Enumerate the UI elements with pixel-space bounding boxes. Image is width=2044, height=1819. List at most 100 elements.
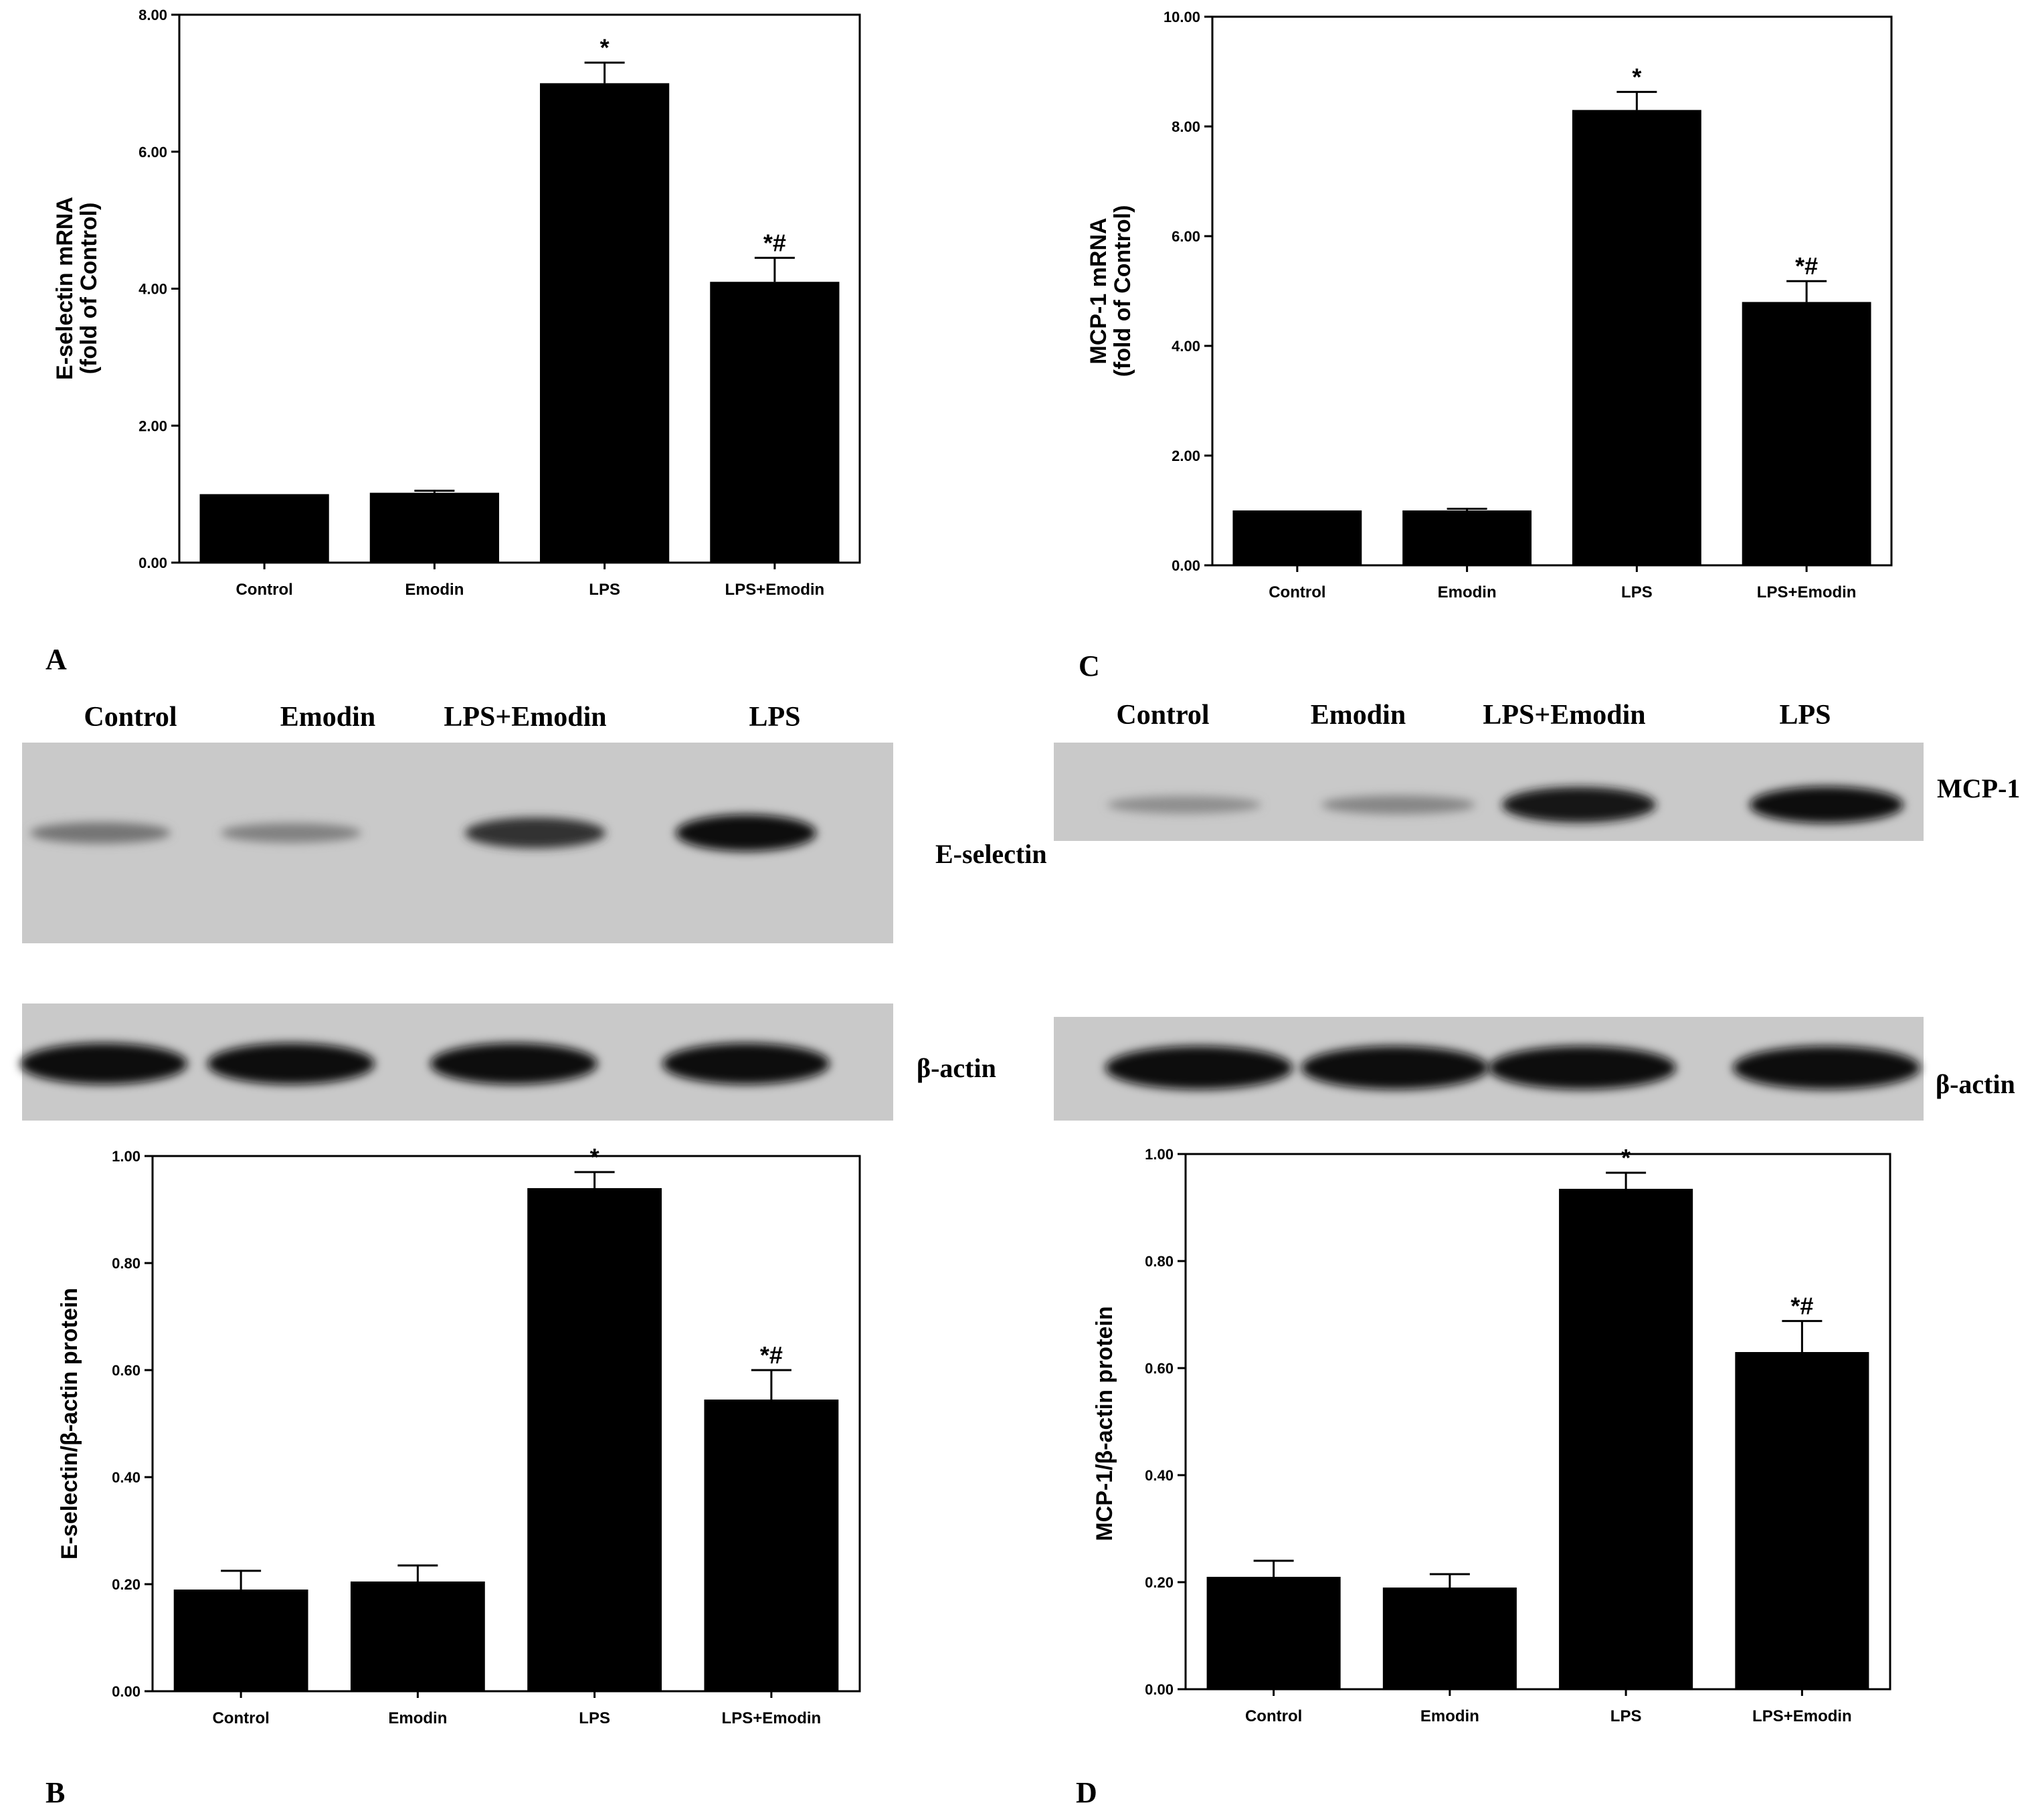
y-tick-label: 0.00 bbox=[1145, 1681, 1174, 1698]
y-tick-label: 4.00 bbox=[1172, 338, 1200, 355]
y-axis-label: E-selectin mRNA(fold of Control) bbox=[52, 197, 102, 380]
category-label: Control bbox=[236, 581, 292, 599]
bar bbox=[1559, 1189, 1693, 1689]
bar-chart-e-selectin-mrna: 0.00 2.00 4.00 6.00 8.00 Control Emodin * LPS *# L… bbox=[52, 7, 861, 599]
lane-label: Emodin bbox=[1311, 700, 1406, 731]
y-tick-label: 0.80 bbox=[1145, 1253, 1174, 1270]
protein-label-beta-actin: β-actin bbox=[917, 1053, 996, 1083]
category-label: LPS+Emodin bbox=[1752, 1707, 1852, 1725]
bar bbox=[1206, 1577, 1341, 1689]
blot-mcp-1: Control Emodin LPS+Emodin LPS MCP-1 β-ac… bbox=[1054, 700, 2020, 1121]
panel-label-a: A bbox=[45, 643, 67, 676]
bar bbox=[199, 494, 329, 563]
y-axis-label-line: (fold of Control) bbox=[76, 203, 102, 375]
y-tick-label: 4.00 bbox=[138, 281, 167, 298]
lane-label: LPS bbox=[749, 702, 800, 733]
significance-label: * bbox=[1632, 63, 1641, 90]
blot-e-selectin: Control Emodin LPS+Emodin LPS E-selectin… bbox=[20, 702, 1047, 1121]
protein-band bbox=[465, 817, 606, 849]
y-tick-label: 0.40 bbox=[112, 1469, 141, 1486]
bar-chart-e-selectin-protein: 0.00 0.20 0.40 0.60 0.80 1.00 Control Emodin * LP… bbox=[57, 1143, 861, 1727]
protein-band bbox=[1750, 786, 1903, 824]
protein-band bbox=[1321, 795, 1475, 815]
category-label: LPS+Emodin bbox=[1757, 583, 1857, 601]
bar bbox=[1232, 510, 1362, 565]
panel-label-d: D bbox=[1076, 1776, 1097, 1809]
band-row-target bbox=[1107, 786, 1903, 824]
y-axis-label-line: E-selectin/β-actin protein bbox=[57, 1288, 82, 1559]
lane-label: Control bbox=[84, 702, 177, 733]
significance-label: * bbox=[600, 34, 610, 62]
plot-frame bbox=[151, 1155, 861, 1693]
category-label: Emodin bbox=[1438, 583, 1497, 601]
y-tick-label: 0.60 bbox=[1145, 1360, 1174, 1377]
bar bbox=[540, 83, 670, 563]
y-tick-label: 0.20 bbox=[112, 1576, 141, 1593]
bar bbox=[1735, 1352, 1869, 1689]
significance-label: *# bbox=[763, 229, 786, 256]
y-tick-label: 1.00 bbox=[112, 1148, 141, 1165]
y-tick-label: 8.00 bbox=[1172, 118, 1200, 135]
y-tick-label: 0.00 bbox=[1172, 557, 1200, 574]
panel-label-c: C bbox=[1079, 650, 1100, 682]
y-axis-label-line: E-selectin mRNA bbox=[52, 197, 78, 380]
protein-band bbox=[20, 1043, 187, 1084]
y-axis-label: MCP-1 mRNA(fold of Control) bbox=[1086, 205, 1135, 377]
bar-chart-mcp-1-mrna: 0.00 2.00 4.00 6.00 8.00 10.00 Control Emodin * L… bbox=[1086, 9, 1893, 601]
y-tick-label: 6.00 bbox=[138, 144, 167, 161]
category-label: Emodin bbox=[405, 581, 464, 599]
y-tick-label: 6.00 bbox=[1172, 228, 1200, 245]
plot-frame bbox=[1184, 1153, 1891, 1691]
protein-band bbox=[30, 822, 171, 844]
protein-band bbox=[1105, 1046, 1293, 1090]
bar-chart-mcp-1-protein: 0.00 0.20 0.40 0.60 0.80 1.00 Control Emodin * LP… bbox=[1092, 1144, 1891, 1725]
protein-band bbox=[430, 1043, 597, 1084]
bar bbox=[369, 492, 499, 563]
bar bbox=[350, 1582, 485, 1691]
category-label: LPS bbox=[579, 1709, 610, 1727]
bar bbox=[1382, 1588, 1517, 1689]
significance-label: *# bbox=[1790, 1293, 1813, 1320]
category-label: LPS+Emodin bbox=[722, 1709, 822, 1727]
protein-band bbox=[1107, 795, 1261, 814]
band-row-target bbox=[30, 814, 816, 852]
y-tick-label: 2.00 bbox=[1172, 448, 1200, 464]
y-tick-label: 0.80 bbox=[112, 1255, 141, 1272]
band-row-loading bbox=[1105, 1046, 1920, 1090]
protein-band bbox=[1733, 1046, 1920, 1090]
category-label: LPS bbox=[1621, 583, 1653, 601]
y-axis-label-line: MCP-1/β-actin protein bbox=[1092, 1306, 1117, 1541]
bar bbox=[1402, 510, 1532, 565]
panel-label-b: B bbox=[45, 1776, 65, 1809]
bar bbox=[1742, 302, 1871, 565]
plot-frame bbox=[1211, 15, 1893, 567]
lane-label: Emodin bbox=[280, 702, 375, 733]
protein-band bbox=[221, 823, 361, 843]
y-tick-label: 1.00 bbox=[1145, 1146, 1174, 1163]
bar bbox=[710, 282, 840, 563]
significance-label: * bbox=[1621, 1144, 1631, 1171]
category-label: Emodin bbox=[1420, 1707, 1479, 1725]
y-tick-label: 10.00 bbox=[1164, 9, 1200, 25]
protein-label-beta-actin: β-actin bbox=[1936, 1069, 2015, 1099]
y-tick-label: 0.00 bbox=[138, 555, 167, 571]
bar bbox=[704, 1400, 839, 1691]
band-row-loading bbox=[20, 1043, 830, 1084]
significance-label: *# bbox=[1795, 252, 1818, 280]
protein-band bbox=[1489, 1046, 1676, 1090]
category-label: Control bbox=[1269, 583, 1325, 601]
category-label: LPS bbox=[589, 581, 620, 599]
bar bbox=[173, 1590, 308, 1691]
significance-label: *# bbox=[760, 1341, 783, 1369]
lane-label: LPS+Emodin bbox=[444, 702, 606, 733]
significance-label: * bbox=[590, 1143, 599, 1171]
lane-label: LPS bbox=[1779, 700, 1831, 731]
y-tick-label: 0.00 bbox=[112, 1683, 141, 1700]
protein-band bbox=[662, 1043, 830, 1084]
protein-label-e-selectin: E-selectin bbox=[935, 839, 1047, 869]
y-tick-label: 0.40 bbox=[1145, 1467, 1174, 1484]
protein-band bbox=[1502, 787, 1656, 823]
bar bbox=[1572, 110, 1701, 565]
y-axis-label: MCP-1/β-actin protein bbox=[1092, 1306, 1117, 1541]
